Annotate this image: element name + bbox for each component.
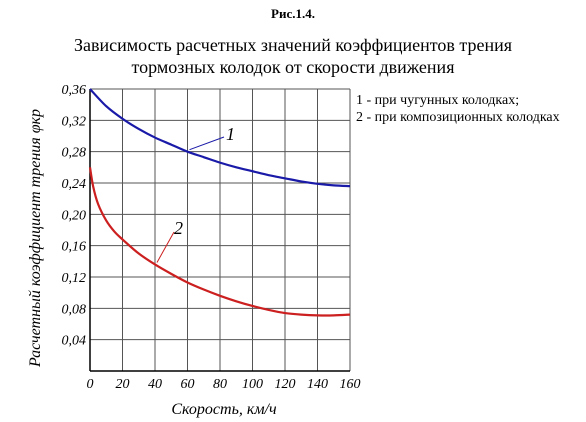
axes	[89, 89, 350, 372]
y-tick-label: 0,28	[62, 146, 87, 161]
series-line-2	[88, 167, 351, 317]
chart-title-line-1: Зависимость расчетных значений коэффицие…	[73, 35, 513, 55]
series-lines	[88, 88, 351, 317]
x-tick-label: 80	[213, 377, 227, 392]
y-tick-label: 0,36	[62, 83, 87, 98]
y-tick-label: 0,08	[62, 302, 87, 317]
curve-label-1: 1	[226, 124, 235, 144]
y-tick-label: 0,16	[62, 240, 87, 255]
y-tick-label: 0,12	[62, 271, 87, 286]
y-tick-label: 0,20	[62, 208, 87, 223]
x-tick-label: 0	[87, 377, 94, 392]
x-tick-label: 140	[307, 377, 328, 392]
y-axis-label: Расчетный коэффициент трения φкр	[27, 109, 44, 368]
figure-label: Рис.1.4.	[271, 6, 315, 21]
x-tick-label: 100	[242, 377, 263, 392]
y-tick-label: 0,04	[62, 334, 87, 349]
x-axis-label: Скорость, км/ч	[171, 401, 277, 418]
curve-label-2: 2	[174, 218, 183, 238]
chart-title-line-2: тормозных колодок от скорости движения	[131, 57, 455, 77]
x-tick-label: 20	[116, 377, 130, 392]
legend-item-2: 2 - при композиционных колодках	[356, 110, 560, 125]
tick-labels: 0 20 40 60 80 100 120 140 160 0,04 0,08 0,12 0,16 0,2…	[62, 83, 361, 392]
curve-labels: 12	[156, 124, 235, 263]
curve-leader-2	[156, 231, 175, 263]
x-tick-label: 60	[181, 377, 195, 392]
x-tick-label: 120	[275, 377, 296, 392]
legend-item-1: 1 - при чугунных колодках;	[356, 93, 520, 108]
legend: 1 - при чугунных колодках; 2 - при компо…	[356, 92, 581, 126]
curve-leader-1	[189, 136, 225, 151]
grid	[90, 88, 351, 371]
series-line-1	[89, 88, 351, 188]
x-tick-label: 160	[340, 377, 361, 392]
y-tick-label: 0,24	[62, 177, 87, 192]
x-tick-label: 40	[148, 377, 162, 392]
chart-title: Зависимость расчетных значений коэффицие…	[0, 34, 586, 78]
y-tick-label: 0,32	[62, 114, 87, 129]
